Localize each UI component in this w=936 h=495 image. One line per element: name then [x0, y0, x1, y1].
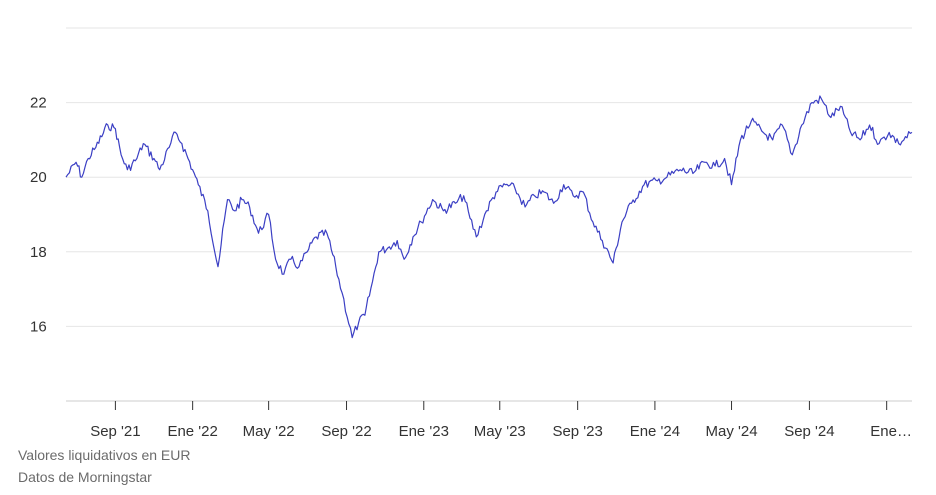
- y-tick-label: 18: [30, 244, 47, 261]
- x-tick-label: May '23: [474, 423, 526, 440]
- x-tick-label: Ene '23: [399, 423, 449, 440]
- x-tick-label: Sep '24: [784, 423, 834, 440]
- x-tick-label: Ene…: [870, 423, 912, 440]
- y-axis-ticks: 16 18 20 22: [30, 95, 47, 336]
- y-tick-label: 20: [30, 169, 47, 186]
- y-tick-label: 22: [30, 95, 47, 112]
- y-tick-label: 16: [30, 318, 47, 335]
- x-tick-label: Sep '21: [90, 423, 140, 440]
- x-tick-label: May '24: [705, 423, 757, 440]
- source-note: Datos de Morningstar: [18, 469, 152, 485]
- grid-lines: [66, 27, 912, 327]
- x-axis: Sep '21 Ene '22 May '22 Sep '22 Ene '23 May '…: [66, 400, 912, 440]
- line-chart: 16 18 20 22 Sep '21 Ene '22 May '22 Sep '22 Ene…: [30, 27, 913, 440]
- x-tick-label: Ene '22: [167, 423, 217, 440]
- x-tick-label: May '22: [243, 423, 295, 440]
- x-tick-label: Sep '22: [321, 423, 371, 440]
- x-tick-label: Ene '24: [630, 423, 680, 440]
- series-line-group: [65, 95, 913, 339]
- currency-note: Valores liquidativos en EUR: [18, 447, 191, 463]
- x-tick-label: Sep '23: [552, 423, 602, 440]
- series-line: [65, 95, 913, 339]
